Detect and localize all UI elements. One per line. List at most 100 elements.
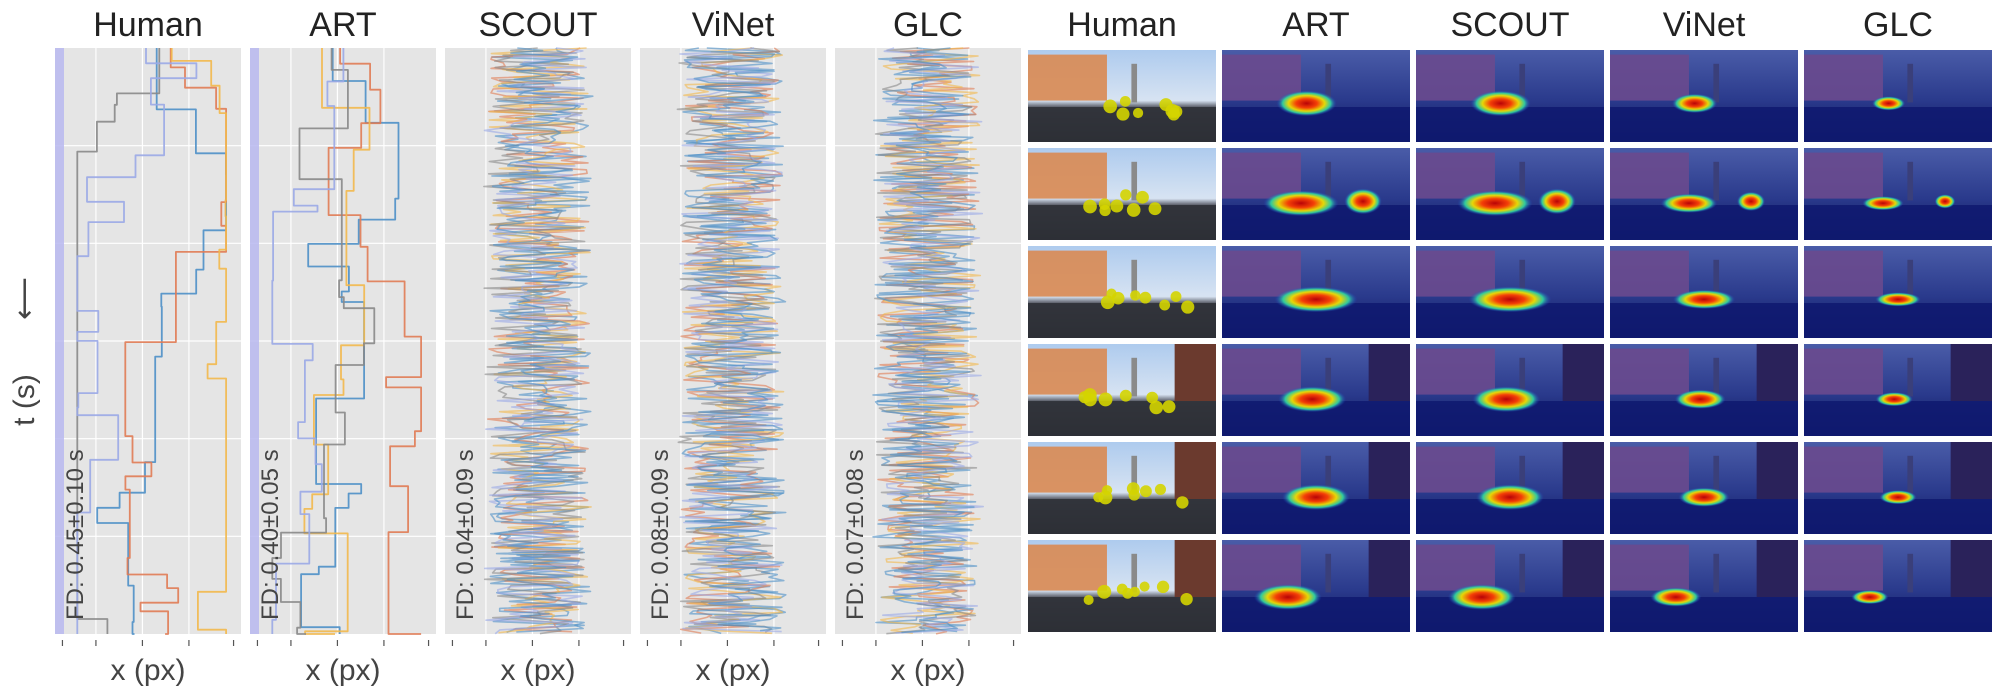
building [1222, 446, 1301, 493]
fixation-point [1165, 103, 1180, 118]
fd-annotation: FD: 0.40±0.05 s [257, 449, 284, 620]
fixation-point [1156, 580, 1170, 594]
x-axis-label: x (px) [891, 654, 966, 687]
saliency-hotspot [1476, 484, 1544, 511]
building [1804, 348, 1883, 395]
fixation-point [1130, 290, 1141, 301]
fixation-point [1098, 392, 1113, 407]
building [1028, 446, 1107, 493]
trajectory-series-3 [170, 48, 227, 634]
trajectory-panel-art [250, 48, 436, 635]
chimney [1713, 161, 1720, 201]
building-right [1368, 344, 1410, 402]
building [1028, 152, 1107, 199]
heatmap-cell-r1-human [1028, 50, 1216, 142]
heatmap-column-title-art: ART [1282, 6, 1349, 44]
fd-annotation: FD: 0.04±0.09 s [452, 449, 479, 620]
heatmap-cell-r5-art [1222, 442, 1410, 534]
saliency-hotspot [1276, 90, 1337, 117]
trajectory-series-6 [489, 47, 594, 633]
fixation-point [1083, 594, 1094, 605]
fixation-point [1162, 400, 1176, 414]
chimney [1907, 357, 1914, 397]
fd-annotation: FD: 0.07±0.08 s [842, 449, 869, 620]
heatmap-cell-r2-vinet [1610, 148, 1798, 240]
saliency-hotspot [1650, 587, 1702, 607]
building [1416, 348, 1495, 395]
fixation-point [1149, 400, 1164, 415]
road [1804, 303, 1992, 338]
building-right [1174, 540, 1216, 598]
fixation-point [1146, 391, 1159, 404]
chimney [1713, 357, 1720, 397]
building [1610, 446, 1689, 493]
building [1610, 54, 1689, 101]
heatmap-cell-r4-vinet [1610, 344, 1798, 436]
building-right [1174, 344, 1216, 402]
heatmap-cell-r2-human [1028, 148, 1216, 240]
building-right [1950, 442, 1992, 500]
road [1804, 499, 1992, 534]
panel-title-glc: GLC [893, 6, 963, 44]
fixation-point [1139, 581, 1150, 592]
chimney [1713, 553, 1720, 593]
trajectory-series-3 [303, 48, 371, 635]
chimney [1519, 259, 1526, 299]
building-right [1562, 344, 1604, 402]
saliency-hotspot [1278, 386, 1347, 413]
panel-title-scout: SCOUT [479, 6, 598, 44]
y-axis-title: t (s) [8, 374, 41, 426]
building [1416, 250, 1495, 297]
saliency-hotspot [1472, 386, 1541, 413]
building-right [1756, 442, 1798, 500]
building-right [1950, 540, 1992, 598]
chimney [1907, 553, 1914, 593]
trajectory-series-2 [327, 48, 422, 635]
building [1222, 54, 1301, 101]
heatmap-cell-r1-glc [1804, 50, 1992, 142]
fixation-point [1111, 291, 1125, 305]
heatmap-column-title-scout: SCOUT [1451, 6, 1570, 44]
building [1416, 54, 1495, 101]
chimney [1325, 259, 1332, 299]
fd-annotation: FD: 0.08±0.09 s [647, 449, 674, 620]
fixation-point [1098, 490, 1113, 505]
chimney [1907, 161, 1914, 201]
road [1804, 205, 1992, 240]
trajectory-series-5 [483, 47, 587, 635]
chimney [1519, 455, 1526, 495]
road [1610, 107, 1798, 142]
building [1610, 348, 1689, 395]
x-axis-label: x (px) [501, 654, 576, 687]
saliency-hotspot [1538, 188, 1576, 215]
trajectory-series-6 [681, 47, 785, 632]
chimney [1519, 161, 1526, 201]
heatmap-cell-r4-art [1222, 344, 1410, 436]
building [1222, 250, 1301, 297]
panel-title-human: Human [93, 6, 203, 44]
building [1804, 54, 1883, 101]
trajectory-panel-glc [835, 47, 1021, 635]
trajectory-series-5 [76, 48, 198, 634]
fixation-point [1180, 592, 1193, 606]
heatmap-cell-r6-glc [1804, 540, 1992, 632]
fixation-point [1099, 204, 1111, 217]
building-right [1950, 344, 1992, 402]
fixation-point [1119, 389, 1132, 402]
heatmap-cell-r4-scout [1416, 344, 1604, 436]
heatmap-cell-r1-scout [1416, 50, 1604, 142]
building-right [1174, 442, 1216, 500]
fixation-point [1119, 95, 1131, 107]
saliency-hotspot [1457, 190, 1533, 217]
chimney [1713, 63, 1720, 103]
saliency-hotspot [1678, 487, 1730, 507]
saliency-hotspot [1672, 289, 1736, 310]
trajectory-panel-vinet [640, 47, 826, 635]
building [1610, 250, 1689, 297]
chimney [1325, 357, 1332, 397]
x-axis-label: x (px) [111, 654, 186, 687]
fixation-point [1126, 203, 1141, 217]
saliency-hotspot [1344, 188, 1382, 215]
road [1804, 597, 1992, 632]
saliency-hotspot [1736, 191, 1766, 212]
